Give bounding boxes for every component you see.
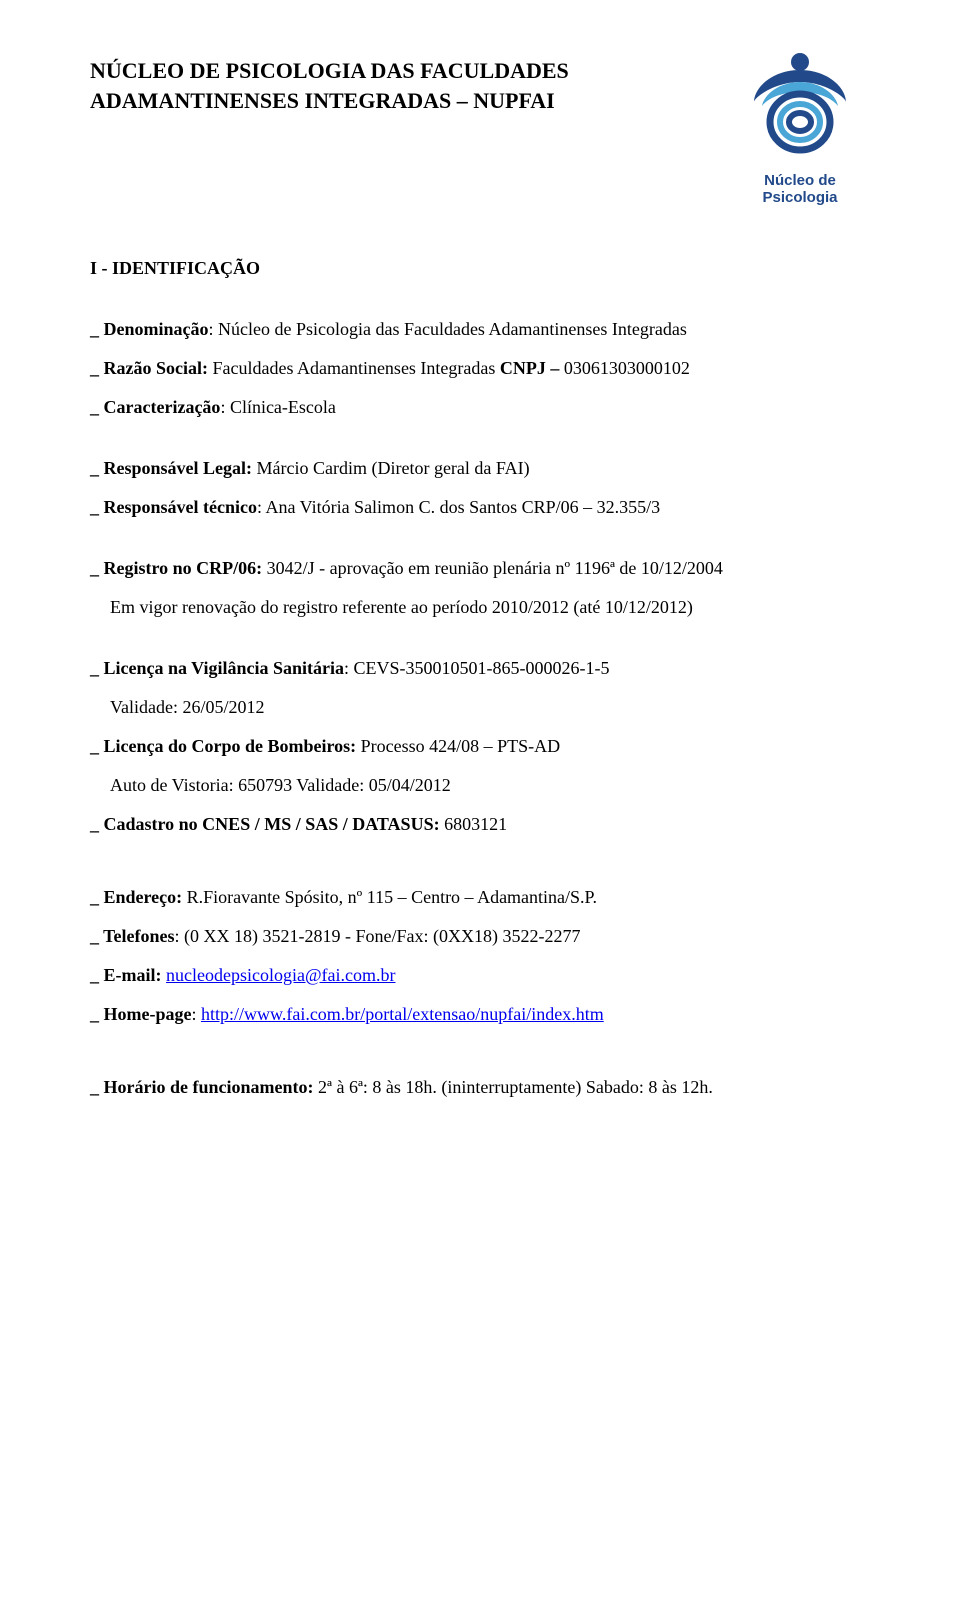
cadastro-cnes-value: 6803121 xyxy=(440,814,508,834)
horario-label: _ Horário de funcionamento: xyxy=(90,1077,313,1097)
licenca-sanitaria-validade: Validade: 26/05/2012 xyxy=(110,694,870,721)
responsavel-tecnico-value: : Ana Vitória Salimon C. dos Santos CRP/… xyxy=(257,497,660,517)
homepage-label: _ Home-page xyxy=(90,1004,191,1024)
telefones-label: _ Telefones xyxy=(90,926,175,946)
horario-row: _ Horário de funcionamento: 2ª à 6ª: 8 à… xyxy=(90,1074,870,1101)
document-title: NÚCLEO DE PSICOLOGIA DAS FACULDADES ADAM… xyxy=(90,48,706,115)
licenca-bombeiros-label: _ Licença do Corpo de Bombeiros: xyxy=(90,736,356,756)
licenca-bombeiros-value: Processo 424/08 – PTS-AD xyxy=(356,736,560,756)
caracterizacao-row: _ Caracterização: Clínica-Escola xyxy=(90,394,870,421)
horario-value: 2ª à 6ª: 8 às 18h. (ininterruptamente) S… xyxy=(313,1077,712,1097)
psychology-person-icon xyxy=(740,48,860,168)
licenca-sanitaria-value: : CEVS-350010501-865-000026-1-5 xyxy=(344,658,609,678)
email-link[interactable]: nucleodepsicologia@fai.com.br xyxy=(166,965,396,985)
telefones-row: _ Telefones: (0 XX 18) 3521-2819 - Fone/… xyxy=(90,923,870,950)
logo-caption: Núcleo de Psicologia xyxy=(762,172,837,207)
title-line-1: NÚCLEO DE PSICOLOGIA DAS FACULDADES xyxy=(90,56,706,86)
email-label: _ E-mail: xyxy=(90,965,166,985)
endereco-row: _ Endereço: R.Fioravante Spósito, nº 115… xyxy=(90,884,870,911)
cadastro-cnes-row: _ Cadastro no CNES / MS / SAS / DATASUS:… xyxy=(90,811,870,838)
cnpj-label: CNPJ – xyxy=(500,358,564,378)
cnpj-value: 03061303000102 xyxy=(564,358,690,378)
responsavel-legal-row: _ Responsável Legal: Márcio Cardim (Dire… xyxy=(90,455,870,482)
licenca-bombeiros-row: _ Licença do Corpo de Bombeiros: Process… xyxy=(90,733,870,760)
caracterizacao-label: _ Caracterização xyxy=(90,397,220,417)
razao-social-label: _ Razão Social: xyxy=(90,358,208,378)
homepage-sep: : xyxy=(191,1004,201,1024)
registro-crp-label: _ Registro no CRP/06: xyxy=(90,558,262,578)
logo-block: Núcleo de Psicologia xyxy=(730,48,870,207)
cadastro-cnes-label: _ Cadastro no CNES / MS / SAS / DATASUS: xyxy=(90,814,440,834)
razao-social-name: Faculdades Adamantinenses Integradas xyxy=(208,358,500,378)
title-line-2: ADAMANTINENSES INTEGRADAS – NUPFAI xyxy=(90,86,706,116)
registro-crp-line2: Em vigor renovação do registro referente… xyxy=(110,594,870,621)
header-row: NÚCLEO DE PSICOLOGIA DAS FACULDADES ADAM… xyxy=(90,48,870,207)
logo-caption-line-1: Núcleo de xyxy=(764,172,836,189)
denominacao-row: _ Denominação: Núcleo de Psicologia das … xyxy=(90,316,870,343)
responsavel-tecnico-row: _ Responsável técnico: Ana Vitória Salim… xyxy=(90,494,870,521)
responsavel-tecnico-label: _ Responsável técnico xyxy=(90,497,257,517)
licenca-sanitaria-label: _ Licença na Vigilância Sanitária xyxy=(90,658,344,678)
responsavel-legal-value: Márcio Cardim (Diretor geral da FAI) xyxy=(252,458,530,478)
denominacao-value: : Núcleo de Psicologia das Faculdades Ad… xyxy=(209,319,687,339)
endereco-value: R.Fioravante Spósito, nº 115 – Centro – … xyxy=(182,887,597,907)
homepage-link[interactable]: http://www.fai.com.br/portal/extensao/nu… xyxy=(201,1004,604,1024)
endereco-label: _ Endereço: xyxy=(90,887,182,907)
licenca-sanitaria-row: _ Licença na Vigilância Sanitária: CEVS-… xyxy=(90,655,870,682)
telefones-value: : (0 XX 18) 3521-2819 - Fone/Fax: (0XX18… xyxy=(175,926,581,946)
razao-social-row: _ Razão Social: Faculdades Adamantinense… xyxy=(90,355,870,382)
registro-crp-row: _ Registro no CRP/06: 3042/J - aprovação… xyxy=(90,555,870,582)
email-row: _ E-mail: nucleodepsicologia@fai.com.br xyxy=(90,962,870,989)
denominacao-label: _ Denominação xyxy=(90,319,209,339)
homepage-row: _ Home-page: http://www.fai.com.br/porta… xyxy=(90,1001,870,1028)
responsavel-legal-label: _ Responsável Legal: xyxy=(90,458,252,478)
registro-crp-line1: 3042/J - aprovação em reunião plenária n… xyxy=(262,558,723,578)
logo-caption-line-2: Psicologia xyxy=(762,189,837,206)
caracterizacao-value: : Clínica-Escola xyxy=(220,397,335,417)
licenca-bombeiros-auto: Auto de Vistoria: 650793 Validade: 05/04… xyxy=(110,772,870,799)
section-heading: I - IDENTIFICAÇÃO xyxy=(90,255,870,282)
